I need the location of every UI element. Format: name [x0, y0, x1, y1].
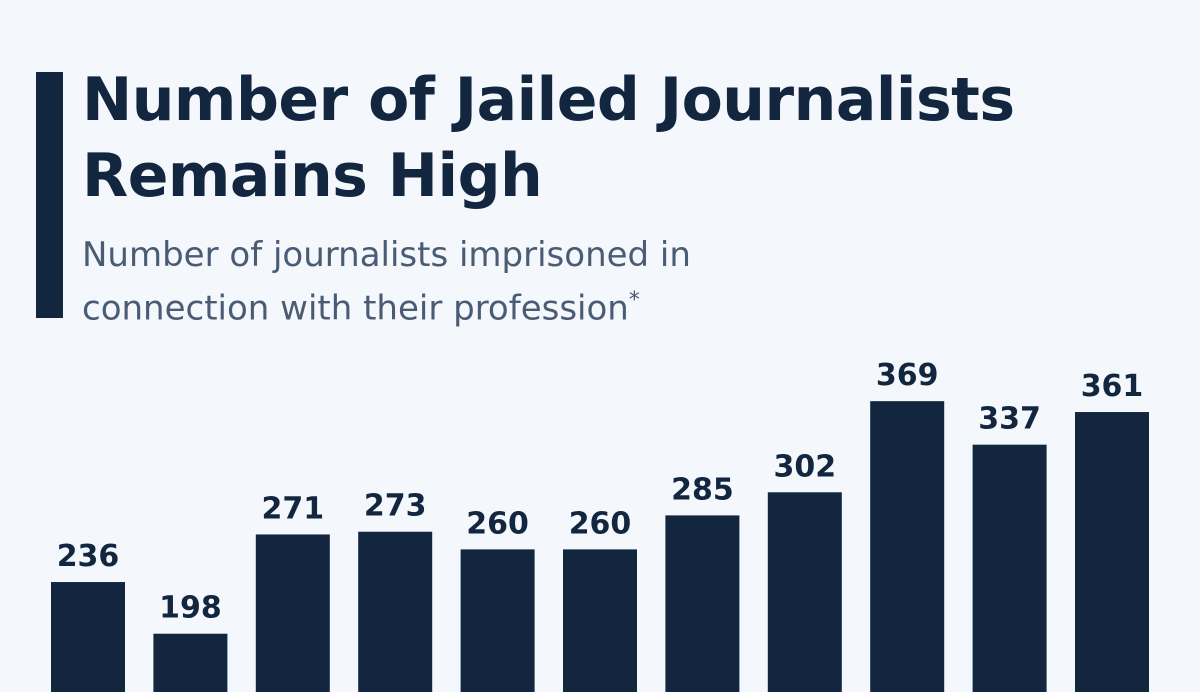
bar — [972, 444, 1047, 692]
bar — [358, 531, 433, 692]
footnote-marker: * — [628, 288, 640, 313]
value-label: 236 — [57, 539, 120, 574]
bar — [563, 549, 637, 692]
chart-subtitle: Number of journalists imprisoned in conn… — [82, 235, 691, 329]
value-label: 361 — [1081, 369, 1144, 404]
bar — [665, 515, 740, 692]
value-label: 302 — [773, 449, 836, 484]
bar — [255, 534, 330, 692]
value-label: 260 — [466, 506, 529, 541]
bar — [870, 401, 945, 692]
bar — [51, 582, 125, 692]
value-label: 369 — [876, 358, 939, 393]
value-label: 198 — [159, 591, 222, 626]
bar — [767, 492, 842, 692]
value-label: 285 — [671, 472, 734, 507]
chart-subtitle-block: Number of journalists imprisoned in conn… — [82, 232, 742, 331]
value-label: 260 — [569, 506, 632, 541]
value-label: 337 — [978, 402, 1041, 437]
accent-bar — [36, 72, 63, 318]
value-label: 271 — [261, 491, 324, 526]
bar — [460, 549, 535, 692]
bar — [1075, 412, 1149, 692]
value-label: 273 — [364, 489, 427, 524]
bar — [153, 633, 228, 692]
chart-title: Number of Jailed Journalists Remains Hig… — [82, 65, 1015, 211]
